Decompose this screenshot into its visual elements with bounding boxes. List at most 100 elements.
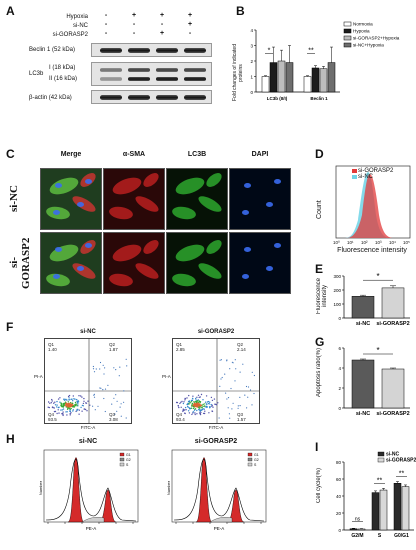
flow-event <box>220 359 222 361</box>
micro-r0-c1 <box>103 168 165 230</box>
sign-r2-c2: + <box>159 30 165 37</box>
sig-1: ** <box>308 47 314 54</box>
quadrant-3-value: 3.08 <box>109 417 118 422</box>
flow-event <box>92 368 95 370</box>
flow-event <box>231 361 233 363</box>
flow-event <box>86 410 88 412</box>
flow-event <box>197 394 200 396</box>
cc-legend-1: G2 <box>126 458 131 462</box>
flow-event <box>201 408 204 411</box>
flow-event <box>115 369 117 371</box>
flow-event <box>77 401 80 403</box>
flow-dots <box>173 339 259 423</box>
nucleus <box>53 274 60 279</box>
panel-label-g: G <box>315 335 325 349</box>
nucleus <box>244 183 251 188</box>
flow-event <box>220 378 222 380</box>
flow-event <box>62 414 64 417</box>
flow-event <box>70 398 72 400</box>
hist-xtick-3: 10³ <box>375 240 382 245</box>
flow-event <box>53 402 55 404</box>
flow-event <box>74 404 77 407</box>
cc-legend-swatch-0 <box>247 452 253 457</box>
hist-xtick-1: 10¹ <box>347 240 354 245</box>
chart-b-svg: 0 1 2 3 4 LC3b (II/I) * Beclin 1 ** Normoxia Hypox… <box>250 21 399 101</box>
flow-event <box>179 402 181 405</box>
flow-event <box>251 404 253 406</box>
legend-swatch-2 <box>343 35 352 41</box>
flow-event <box>199 401 202 403</box>
flow-event <box>47 406 49 408</box>
sig-2: ** <box>399 470 405 477</box>
panel-label-f: F <box>6 320 14 334</box>
cell-body <box>173 174 207 198</box>
flow-event <box>199 413 202 416</box>
cell-body <box>173 241 207 265</box>
flow-event <box>192 395 194 397</box>
flow-event <box>103 397 105 400</box>
flow-event <box>78 409 80 411</box>
flow-event <box>185 409 187 411</box>
cc-legend-0: G1 <box>254 453 259 457</box>
flow-event <box>211 399 214 402</box>
flow-event <box>56 406 58 408</box>
panel-label-i: I <box>315 440 319 454</box>
flow-event <box>54 401 56 403</box>
bar-1-2 <box>319 68 328 93</box>
flow-event <box>175 401 178 404</box>
sign-r1-c0: - <box>104 21 108 28</box>
flow-event <box>70 412 72 414</box>
quadrant-3-name: Q3 <box>109 412 116 417</box>
micro-r1-c0 <box>40 232 102 294</box>
flow-event <box>182 402 185 405</box>
cc-frame <box>171 449 267 523</box>
flow-event <box>197 399 199 401</box>
hist-xtick-2: 10² <box>361 240 368 245</box>
blot-label-actin: β-actin (42 kDa) <box>29 95 72 101</box>
flow-event <box>56 412 58 415</box>
flow-event <box>202 399 204 401</box>
micro-r1-c2 <box>166 232 228 294</box>
flow-event <box>68 403 70 405</box>
flow-event <box>93 394 95 396</box>
flow-event <box>207 400 210 403</box>
flow-event <box>69 408 71 410</box>
bar-0-0 <box>349 528 358 531</box>
flow-event <box>197 404 200 406</box>
flow-event <box>208 403 210 405</box>
flow-event <box>113 397 115 399</box>
hist-xtick-4: 10⁴ <box>389 240 396 245</box>
bar-1-0 <box>371 492 380 531</box>
flow-event <box>184 406 187 409</box>
flow-event <box>192 405 195 408</box>
flow-event <box>234 380 236 382</box>
nucleus <box>77 266 84 271</box>
flow-event <box>191 405 193 407</box>
flow-event <box>51 398 53 401</box>
flow-event <box>107 384 109 386</box>
flow-event <box>104 410 106 413</box>
x-label-0: G2/M <box>351 533 363 539</box>
flow-event <box>66 411 68 413</box>
flow-event <box>68 394 71 397</box>
flow-event <box>214 403 216 405</box>
cell-body <box>70 260 98 282</box>
flow-event <box>50 402 52 404</box>
blot-label-lc3b-i: I (18 kDa) <box>49 65 76 71</box>
flow-event <box>66 408 69 410</box>
y-tick-label: 20 <box>336 511 342 516</box>
flow-event <box>192 411 194 413</box>
flow-event <box>83 400 85 402</box>
flow-event <box>57 406 60 409</box>
flow-event <box>217 402 219 404</box>
cc-legend-swatch-2 <box>247 462 253 467</box>
flow-event <box>62 406 65 408</box>
flow-event <box>239 396 241 398</box>
flow-event <box>78 413 80 415</box>
flow-event <box>118 375 120 377</box>
flow-event <box>74 398 76 400</box>
y-tick-label: 4 <box>338 366 341 371</box>
legend-swatch-0 <box>343 21 352 27</box>
flow-event <box>208 412 210 414</box>
cell-body <box>171 205 197 221</box>
